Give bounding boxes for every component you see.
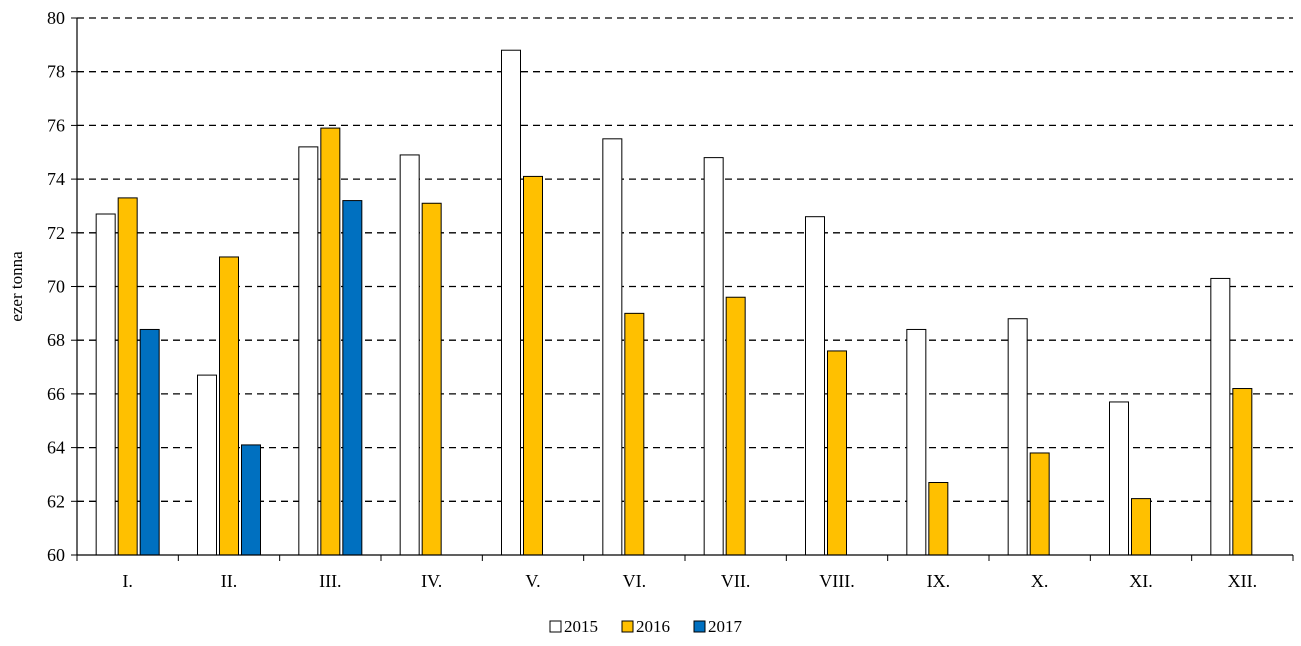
bar (703, 157, 724, 556)
bar (399, 154, 420, 556)
bar (117, 197, 138, 556)
bar (523, 175, 543, 556)
y-tick-label: 66 (47, 384, 65, 404)
y-tick-label: 68 (47, 330, 65, 350)
bar (219, 256, 239, 556)
y-tick-label: 62 (47, 491, 65, 511)
bar (1131, 498, 1151, 556)
bar (1210, 277, 1231, 556)
x-tick-label: IX. (927, 571, 951, 591)
axes: 60 62 64 66 68 70 72 74 76 78 80 I. II. III. IV. V. VI. V… (47, 8, 1294, 591)
legend-swatch (549, 620, 562, 633)
x-tick-label: V. (525, 571, 540, 591)
bar (241, 444, 261, 556)
bar (805, 216, 825, 556)
bar (906, 328, 927, 556)
bar (928, 482, 949, 556)
gridlines (77, 17, 1293, 502)
legend-label: 2015 (564, 617, 598, 636)
legend-label: 2016 (636, 617, 670, 636)
bar (1029, 452, 1050, 556)
x-tick-label: XII. (1228, 571, 1258, 591)
x-tick-label: X. (1031, 571, 1049, 591)
y-tick-label: 78 (47, 62, 65, 82)
bar (139, 328, 160, 556)
x-tick-label: VIII. (819, 571, 854, 591)
y-tick-label: 76 (47, 115, 65, 135)
bar (342, 200, 363, 556)
legend-swatch (693, 620, 706, 633)
x-tick-label: III. (319, 571, 341, 591)
bar (1232, 388, 1253, 556)
bar (298, 146, 319, 556)
legend-swatch (621, 620, 634, 633)
x-tick-label: IV. (421, 571, 442, 591)
y-tick-label: 70 (47, 277, 65, 297)
y-tick-label: 60 (47, 545, 65, 565)
bar (602, 138, 623, 556)
bar (501, 49, 521, 556)
y-tick-label: 72 (47, 223, 65, 243)
x-tick-label: II. (221, 571, 238, 591)
bar (421, 202, 442, 556)
bars (95, 49, 1253, 556)
legend: 2015 2016 2017 (549, 617, 743, 636)
bar (1007, 318, 1028, 556)
bar (320, 127, 341, 556)
y-tick-label: 74 (47, 169, 65, 189)
x-tick-label: VI. (623, 571, 647, 591)
legend-label: 2017 (708, 617, 743, 636)
x-tick-label: XI. (1129, 571, 1153, 591)
y-tick-label: 64 (47, 438, 65, 458)
x-tick-label: VII. (721, 571, 751, 591)
bar (624, 312, 645, 556)
bar (95, 213, 116, 556)
bar (725, 296, 746, 556)
bar (197, 374, 217, 556)
bar (827, 350, 847, 556)
bar (1109, 401, 1129, 556)
y-tick-label: 80 (47, 8, 65, 28)
y-axis-title: ezer tonna (7, 251, 26, 322)
x-tick-label: I. (122, 571, 133, 591)
